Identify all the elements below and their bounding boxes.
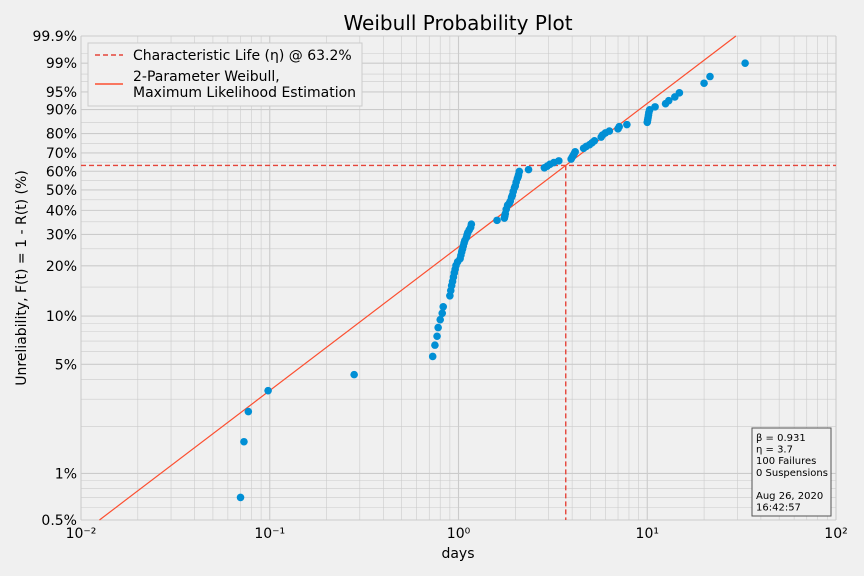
data-point [664, 96, 673, 105]
data-point [675, 89, 684, 97]
annotation-line: Aug 26, 2020 [756, 491, 823, 502]
x-tick-label: 10⁻¹ [254, 526, 285, 542]
y-tick-label: 50% [46, 183, 77, 199]
y-tick-label: 90% [46, 103, 77, 119]
x-axis-label: days [441, 546, 474, 562]
data-point [428, 352, 437, 361]
annotation-line: 16:42:57 [756, 503, 801, 514]
data-point [571, 148, 579, 156]
y-tick-label: 95% [46, 85, 77, 101]
data-point [651, 103, 659, 111]
y-tick-label: 20% [46, 259, 77, 275]
x-tick-label: 10¹ [636, 526, 659, 542]
data-point [436, 315, 445, 324]
data-point [524, 165, 533, 174]
chart-title: Weibull Probability Plot [343, 11, 572, 35]
x-tick-label: 10⁰ [447, 526, 471, 542]
x-tick-label: 10² [824, 526, 847, 542]
legend-label-characteristic-life: Characteristic Life (η) @ 63.2% [133, 48, 352, 64]
data-point [431, 341, 439, 349]
data-point [433, 332, 441, 341]
annotation-line: η = 3.7 [756, 445, 793, 456]
data-point [467, 220, 476, 229]
data-point [493, 216, 501, 225]
y-tick-label: 99% [46, 56, 77, 72]
data-point [236, 493, 245, 502]
data-point [438, 309, 447, 318]
y-tick-label: 70% [46, 146, 77, 162]
data-point [615, 122, 623, 131]
y-tick-label: 1% [55, 466, 77, 482]
data-point [741, 59, 749, 67]
legend-box [87, 42, 363, 107]
data-point [605, 127, 614, 135]
y-axis-label: Unreliability, F(t) = 1 - R(t) (%) [14, 170, 30, 386]
annotation-line: β = 0.931 [756, 433, 806, 444]
data-points [236, 59, 749, 502]
y-tick-label: 99.9% [33, 29, 77, 45]
annotation-line: 0 Suspensions [756, 468, 828, 479]
data-point [590, 137, 599, 145]
data-point [700, 79, 708, 88]
y-tick-label: 60% [46, 164, 77, 180]
y-tick-label: 80% [46, 127, 77, 143]
y-tick-label: 10% [46, 309, 77, 325]
legend-label-weibull-line2: Maximum Likelihood Estimation [133, 85, 356, 101]
y-tick-label: 30% [46, 227, 77, 243]
weibull-fit-line [99, 35, 737, 521]
y-tick-label: 5% [55, 357, 77, 373]
characteristic-life-lines [81, 164, 836, 520]
data-point [515, 167, 524, 176]
data-point [350, 370, 358, 379]
annotation-line: 100 Failures [756, 456, 816, 467]
fit-line [99, 35, 737, 521]
data-point [706, 72, 714, 81]
data-point [244, 407, 253, 416]
legend: Characteristic Life (η) @ 63.2% 2-Parame… [87, 42, 363, 107]
y-tick-label: 0.5% [41, 513, 77, 529]
x-tick-label: 10⁻² [66, 526, 97, 542]
y-tick-label: 40% [46, 203, 77, 219]
data-point [439, 302, 448, 311]
data-point [240, 437, 248, 446]
data-point [623, 120, 631, 129]
data-point [264, 386, 272, 395]
axis-ticks: 10⁻² 10⁻¹ 10⁰ 10¹ 10² 0.5% 1% 5% 10% 20% 30% 40% 50%… [33, 29, 848, 542]
legend-label-weibull-line1: 2-Parameter Weibull, [133, 69, 280, 85]
data-point [434, 323, 442, 332]
data-point [555, 157, 563, 165]
